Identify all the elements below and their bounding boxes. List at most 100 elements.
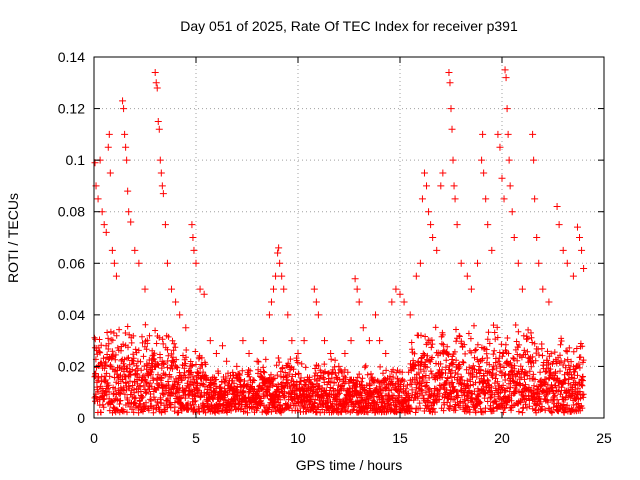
data-point [365, 337, 373, 345]
data-point [569, 272, 577, 280]
data-point [580, 264, 588, 272]
data-point [105, 130, 113, 138]
data-point [484, 221, 492, 229]
data-point [437, 182, 445, 190]
data-point [504, 130, 512, 138]
data-point [310, 285, 318, 293]
data-point [112, 272, 120, 280]
data-point [457, 259, 465, 267]
data-point [189, 234, 197, 241]
data-point [479, 130, 487, 138]
data-point [123, 156, 131, 164]
data-point [120, 105, 128, 113]
data-point [155, 125, 163, 133]
data-point [392, 285, 400, 293]
data-point [578, 246, 586, 254]
data-point [172, 298, 180, 306]
data-point [157, 169, 165, 177]
data-point [514, 259, 522, 267]
y-tick-label: 0.02 [58, 358, 85, 374]
x-tick-label: 15 [392, 430, 408, 446]
data-point [239, 337, 247, 345]
data-point [141, 285, 149, 293]
data-point [573, 223, 581, 231]
chart-title: Day 051 of 2025, Rate Of TEC Index for r… [180, 18, 518, 34]
data-point [433, 246, 441, 254]
y-axis-title: ROTI / TECUs [5, 193, 21, 283]
data-point [223, 357, 231, 365]
data-point [446, 79, 454, 87]
data-point [94, 195, 102, 203]
x-tick-label: 20 [494, 430, 510, 446]
data-point [353, 285, 361, 293]
data-point [110, 259, 118, 267]
data-point [192, 259, 200, 267]
data-point [448, 125, 456, 133]
data-point [482, 195, 490, 203]
data-point [267, 298, 275, 306]
axes: 0 0.02 0.04 0.06 0.08 0.1 0.12 0.14 0 5 10 15 20 25 [58, 49, 612, 446]
data-point [233, 362, 241, 370]
data-point [396, 290, 404, 298]
data-point [439, 169, 447, 177]
data-point [288, 337, 296, 345]
data-point [480, 169, 488, 177]
data-point [122, 143, 130, 151]
x-tick-label: 25 [596, 430, 612, 446]
data-point [124, 187, 132, 195]
data-point [270, 285, 278, 293]
data-point [253, 357, 261, 365]
data-point [190, 246, 198, 254]
data-point [531, 195, 539, 203]
data-point [212, 350, 220, 358]
data-point [530, 156, 538, 164]
data-point [400, 298, 408, 306]
data-point [382, 350, 390, 358]
data-point [200, 290, 208, 298]
data-point [506, 182, 514, 190]
data-point [576, 234, 584, 241]
data-point [276, 259, 284, 267]
data-point [502, 74, 510, 82]
data-point [182, 324, 190, 332]
data-point [376, 337, 384, 345]
data-point [275, 244, 283, 252]
data-point [427, 221, 435, 229]
data-point [412, 272, 420, 280]
data-point [152, 79, 160, 87]
y-tick-label: 0.08 [58, 204, 85, 220]
data-point [429, 234, 437, 241]
data-point [121, 130, 129, 138]
data-point [355, 298, 363, 306]
data-point [206, 337, 214, 345]
data-point [445, 68, 453, 76]
data-point [478, 156, 486, 164]
data-point [163, 259, 171, 267]
x-tick-label: 0 [90, 430, 98, 446]
data-point [372, 311, 380, 319]
y-tick-label: 0.06 [58, 255, 85, 271]
data-point [154, 117, 162, 125]
data-point [135, 259, 143, 267]
data-point [474, 259, 482, 267]
data-point [449, 156, 457, 164]
data-point [127, 218, 135, 226]
data-point [453, 221, 461, 229]
data-point [312, 298, 320, 306]
data-point [501, 66, 509, 74]
data-point [406, 311, 414, 319]
data-point [259, 337, 267, 345]
data-point [553, 203, 561, 211]
y-tick-label: 0.1 [66, 152, 86, 168]
data-point [100, 221, 108, 229]
data-point [500, 195, 508, 203]
data-point [351, 275, 359, 283]
data-point [156, 156, 164, 164]
data-point [314, 311, 322, 319]
data-point [563, 259, 571, 267]
data-point [108, 246, 116, 254]
data-point [125, 208, 133, 216]
data-point [467, 285, 475, 293]
data-point [280, 285, 288, 293]
